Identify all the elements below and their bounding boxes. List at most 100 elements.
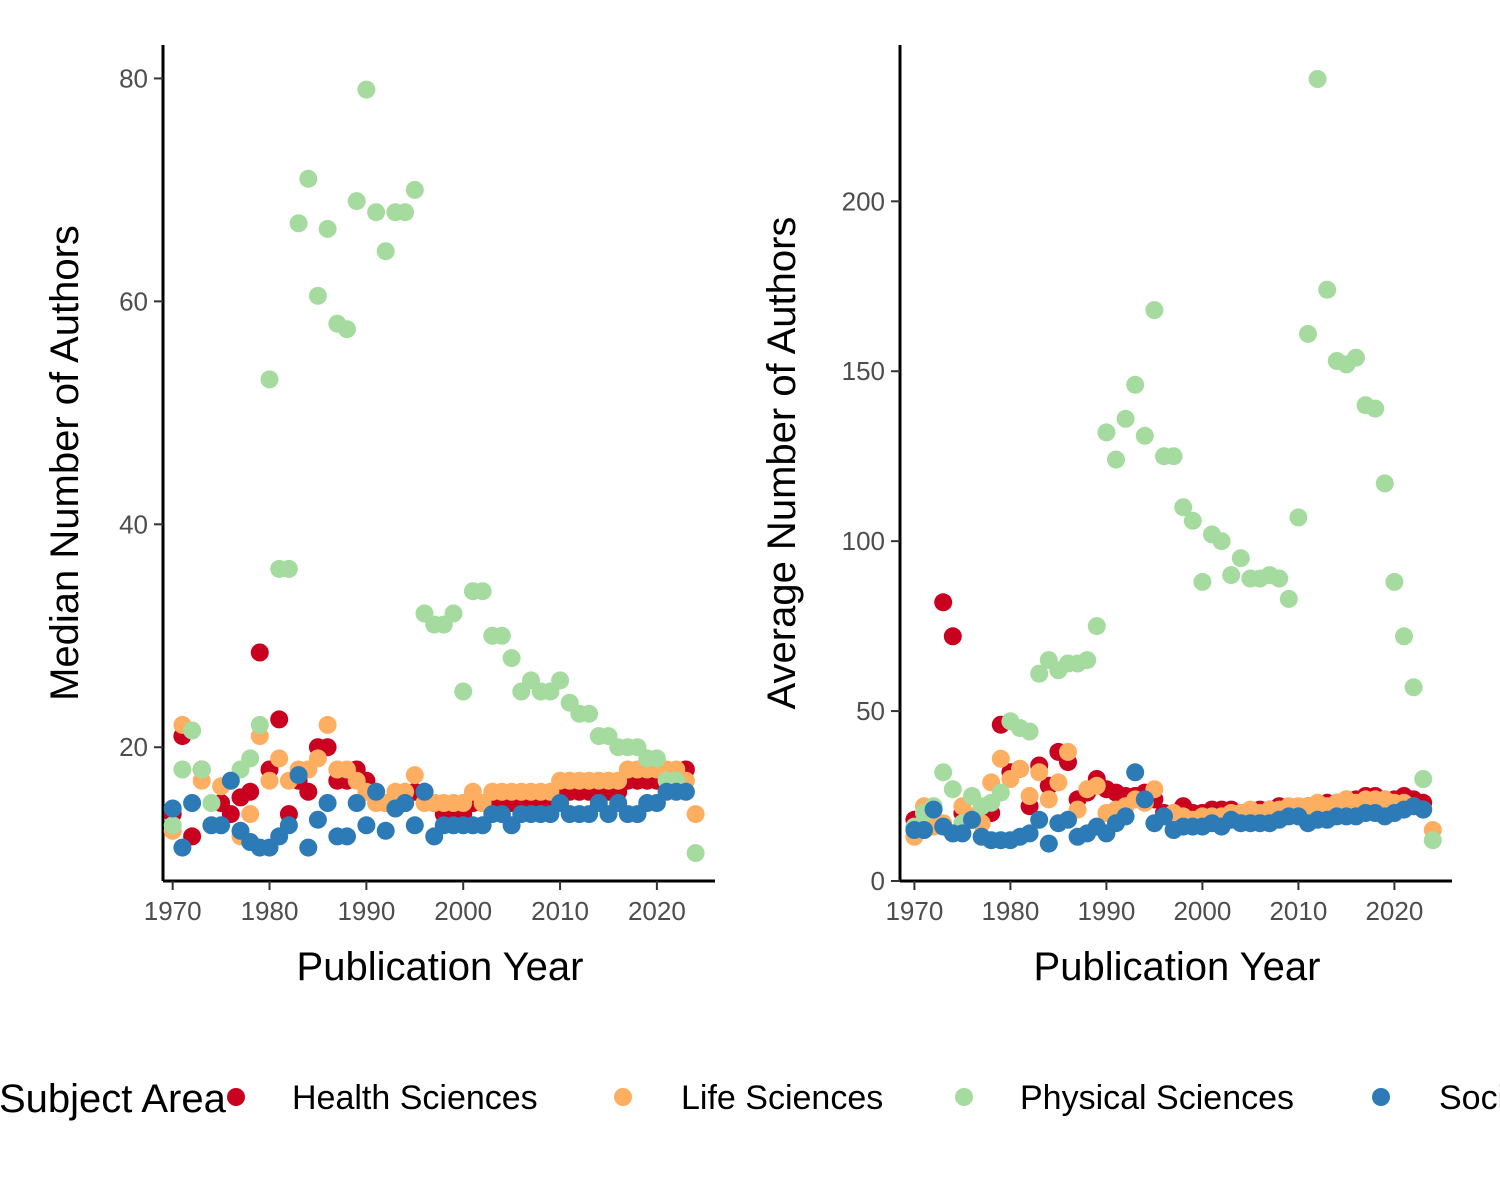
data-point-physical-sciences bbox=[260, 370, 279, 389]
data-point-social-sciences bbox=[1414, 800, 1433, 819]
y-tick-label: 100 bbox=[842, 526, 885, 556]
data-point-physical-sciences bbox=[502, 649, 521, 668]
data-point-social-sciences bbox=[1116, 807, 1135, 826]
data-point-life-sciences bbox=[1059, 742, 1077, 761]
data-point-social-sciences bbox=[163, 799, 182, 818]
data-point-health-sciences bbox=[250, 643, 269, 662]
data-point-social-sciences bbox=[1020, 824, 1039, 843]
data-point-social-sciences bbox=[221, 771, 240, 790]
x-tick-label: 2020 bbox=[628, 896, 686, 926]
data-point-social-sciences bbox=[376, 821, 395, 840]
data-point-physical-sciences bbox=[173, 760, 192, 779]
data-point-health-sciences bbox=[943, 627, 962, 646]
legend-label-social-sciences: Social Sciences bbox=[1439, 1079, 1500, 1117]
data-point-social-sciences bbox=[415, 782, 434, 801]
data-point-social-sciences bbox=[963, 810, 981, 829]
data-point-life-sciences bbox=[308, 749, 327, 768]
data-point-social-sciences bbox=[338, 827, 356, 846]
data-point-physical-sciences bbox=[1020, 722, 1039, 741]
data-point-physical-sciences bbox=[1212, 532, 1231, 551]
data-point-life-sciences bbox=[405, 766, 424, 785]
legend-marker-social-sciences bbox=[1372, 1088, 1390, 1106]
data-point-physical-sciences bbox=[279, 559, 298, 578]
data-point-physical-sciences bbox=[647, 749, 666, 768]
data-point-social-sciences bbox=[396, 794, 415, 812]
data-point-physical-sciences bbox=[1385, 572, 1404, 591]
median-authors-panel: 20 40 60 80 1970 1980 1990 2000 2010 2020 Publicat… bbox=[43, 45, 715, 989]
data-point-physical-sciences bbox=[1164, 447, 1183, 466]
y-tick-label: 40 bbox=[119, 509, 148, 539]
y-tick-label: 200 bbox=[842, 186, 885, 216]
data-point-physical-sciences bbox=[1318, 280, 1337, 299]
x-tick-label: 1980 bbox=[241, 896, 299, 926]
x-axis-title: Publication Year bbox=[1034, 945, 1321, 989]
legend-label-health-sciences: Health Sciences bbox=[292, 1079, 538, 1117]
data-point-physical-sciences bbox=[1375, 474, 1394, 493]
data-point-physical-sciences bbox=[1414, 770, 1433, 788]
data-point-social-sciences bbox=[299, 838, 318, 857]
data-point-social-sciences bbox=[279, 816, 298, 835]
x-tick-label: 1970 bbox=[885, 896, 943, 926]
data-point-physical-sciences bbox=[376, 242, 395, 261]
data-point-social-sciences bbox=[1059, 810, 1077, 829]
data-point-physical-sciences bbox=[454, 682, 473, 701]
data-point-physical-sciences bbox=[1347, 348, 1365, 367]
series-physical-sciences bbox=[163, 80, 705, 863]
data-point-social-sciences bbox=[1155, 807, 1173, 826]
data-point-life-sciences bbox=[1020, 787, 1039, 805]
legend-marker-health-sciences bbox=[227, 1088, 245, 1106]
data-point-physical-sciences bbox=[1222, 566, 1241, 585]
data-point-social-sciences bbox=[308, 810, 327, 829]
data-point-physical-sciences bbox=[1193, 572, 1212, 591]
data-point-life-sciences bbox=[991, 749, 1010, 768]
data-point-physical-sciences bbox=[580, 704, 599, 723]
y-axis-title: Median Number of Authors bbox=[43, 225, 87, 701]
data-point-physical-sciences bbox=[1395, 627, 1413, 646]
legend-label-physical-sciences: Physical Sciences bbox=[1020, 1079, 1294, 1117]
x-tick-label: 2010 bbox=[1269, 896, 1327, 926]
data-point-social-sciences bbox=[357, 816, 376, 835]
data-point-physical-sciences bbox=[318, 219, 337, 238]
data-point-physical-sciences bbox=[1279, 589, 1298, 608]
data-point-physical-sciences bbox=[250, 715, 269, 734]
data-point-physical-sciences bbox=[347, 192, 366, 211]
data-point-physical-sciences bbox=[1183, 511, 1202, 530]
data-point-social-sciences bbox=[1126, 763, 1145, 782]
data-point-physical-sciences bbox=[1366, 399, 1385, 418]
data-point-physical-sciences bbox=[1135, 426, 1154, 445]
x-tick-label: 1990 bbox=[337, 896, 395, 926]
data-point-physical-sciences bbox=[1078, 651, 1097, 670]
data-point-physical-sciences bbox=[991, 783, 1010, 802]
data-point-physical-sciences bbox=[289, 214, 308, 233]
data-point-social-sciences bbox=[212, 816, 231, 835]
data-point-life-sciences bbox=[1087, 776, 1106, 795]
data-point-physical-sciences bbox=[551, 671, 570, 690]
data-point-life-sciences bbox=[270, 749, 289, 768]
data-point-physical-sciences bbox=[299, 169, 318, 188]
data-point-physical-sciences bbox=[367, 203, 386, 222]
x-tick-label: 2000 bbox=[434, 896, 492, 926]
y-axis-title: Average Number of Authors bbox=[760, 217, 804, 710]
x-axis-title: Publication Year bbox=[297, 945, 584, 989]
data-point-social-sciences bbox=[1030, 810, 1049, 829]
legend-marker-life-sciences bbox=[614, 1088, 632, 1106]
data-point-physical-sciences bbox=[1126, 375, 1145, 394]
y-tick-label: 60 bbox=[119, 286, 148, 316]
data-point-physical-sciences bbox=[163, 816, 182, 835]
y-tick-label: 0 bbox=[871, 866, 885, 896]
data-point-physical-sciences bbox=[1107, 450, 1125, 469]
series-physical-sciences bbox=[905, 70, 1442, 850]
x-tick-label: 1980 bbox=[981, 896, 1039, 926]
data-point-social-sciences bbox=[915, 821, 933, 839]
data-point-social-sciences bbox=[183, 794, 202, 812]
data-point-social-sciences bbox=[1135, 790, 1154, 809]
data-point-physical-sciences bbox=[1145, 301, 1164, 320]
data-point-physical-sciences bbox=[1299, 324, 1317, 343]
data-point-physical-sciences bbox=[396, 203, 415, 222]
legend-title: Subject Area bbox=[0, 1077, 227, 1121]
data-point-social-sciences bbox=[1039, 834, 1058, 853]
data-point-physical-sciences bbox=[686, 844, 705, 863]
data-point-physical-sciences bbox=[405, 180, 424, 199]
data-point-health-sciences bbox=[241, 782, 260, 801]
